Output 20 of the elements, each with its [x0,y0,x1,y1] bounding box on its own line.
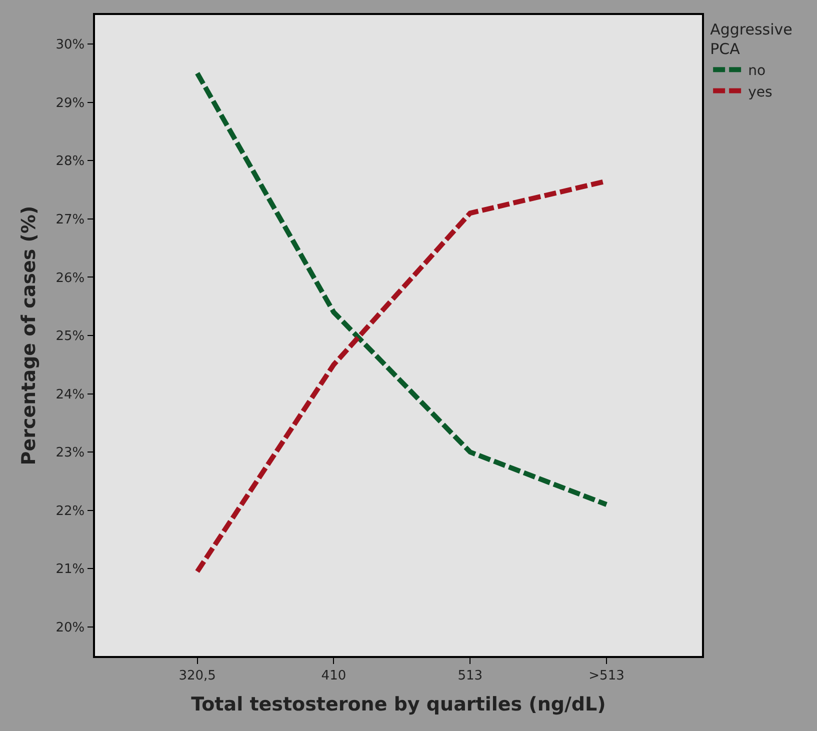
y-tick-label: 26% [56,270,85,286]
legend-label: no [748,63,766,80]
y-tick-label: 22% [56,504,85,519]
x-axis-title: Total testosterone by quartiles (ng/dL) [191,694,606,716]
x-tick-label: 513 [458,668,483,684]
y-tick-label: 20% [56,620,85,636]
x-tick-label: 320,5 [178,668,216,684]
y-tick-label: 23% [56,446,85,461]
legend-title: Aggressive PCA [710,20,792,58]
y-tick-label: 30% [56,38,85,53]
y-tick-label: 29% [56,96,85,111]
legend-label: yes [748,84,772,100]
y-tick-label: 21% [56,562,85,578]
x-tick-label: >513 [588,668,624,684]
y-tick-label: 24% [56,387,85,402]
y-tick-label: 27% [56,212,85,228]
x-tick-label: 410 [321,668,346,684]
y-tick-label: 25% [56,329,85,344]
y-axis-title: Percentage of cases (%) [18,206,40,466]
y-tick-label: 28% [56,154,85,170]
